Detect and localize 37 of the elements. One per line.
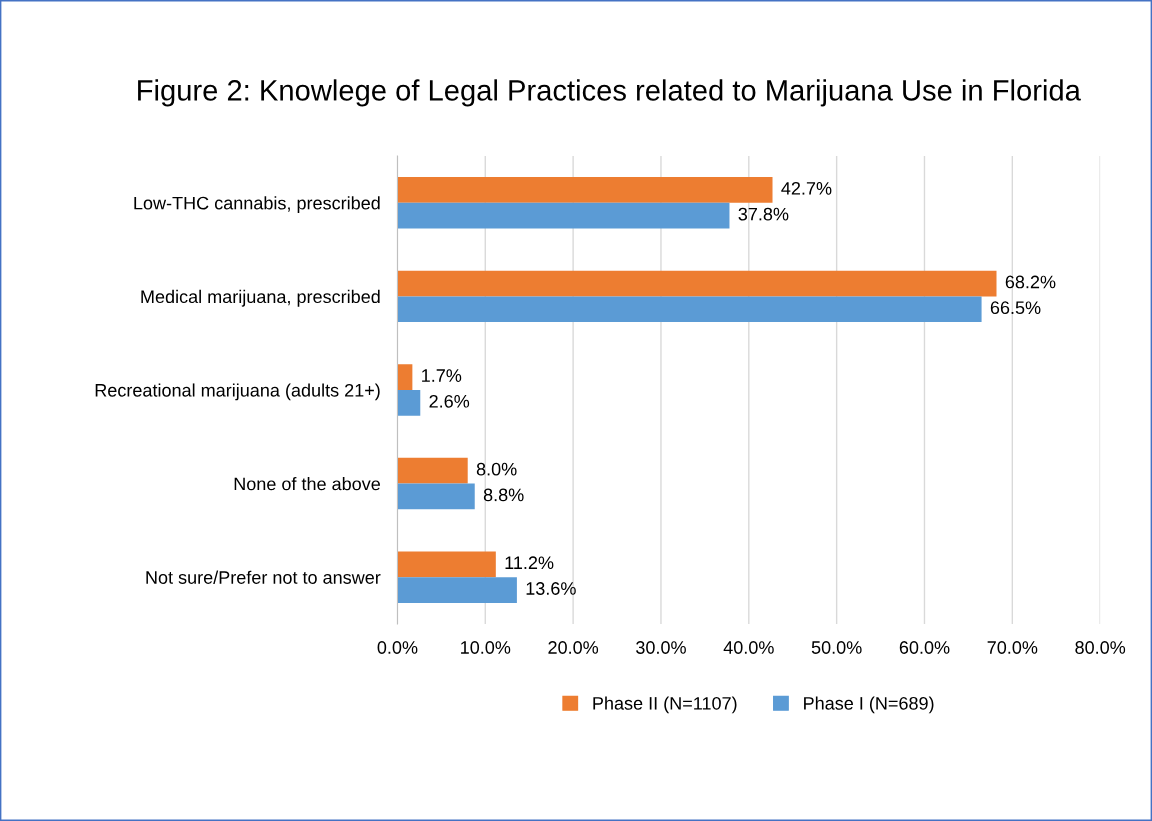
- bar: [397, 551, 496, 578]
- data-label: 13.6%: [526, 582, 576, 595]
- x-tick-label: 60.0%: [899, 641, 950, 654]
- bar: [397, 483, 475, 510]
- data-label: 8.0%: [476, 462, 517, 476]
- bar: [397, 457, 468, 484]
- data-label: 66.5%: [990, 301, 1041, 315]
- data-label: 11.2%: [505, 556, 554, 570]
- bar: [397, 364, 413, 390]
- x-tick-label: 50.0%: [811, 641, 862, 654]
- data-label: 2.6%: [429, 394, 470, 408]
- data-label: 68.2%: [1005, 275, 1056, 289]
- data-label: 42.7%: [781, 181, 832, 195]
- data-label: 37.8%: [738, 207, 789, 221]
- x-tick-label: 10.0%: [461, 641, 511, 654]
- legend-label: Phase I (N=689): [804, 696, 934, 714]
- y-tick-label: Medical marijuana, prescribed: [141, 289, 380, 307]
- bar: [397, 177, 773, 203]
- x-tick-label: 70.0%: [987, 641, 1038, 654]
- data-label: 8.8%: [483, 488, 524, 502]
- x-tick-label: 80.0%: [1075, 641, 1126, 654]
- bar: [397, 577, 517, 603]
- y-tick-label: Not sure/Prefer not to answer: [146, 570, 381, 584]
- y-tick-label: Recreational marijuana (adults 21+): [95, 383, 380, 401]
- legend-label: Phase II (N=1107): [593, 696, 737, 714]
- chart-title: Figure 2: Knowlege of Legal Practices related to Marijuana Use in Florida: [138, 79, 1081, 107]
- data-label: 1.7%: [422, 369, 462, 382]
- bar: [397, 296, 982, 323]
- bar: [397, 389, 421, 416]
- x-tick-label: 0.0%: [377, 641, 418, 654]
- bar: [397, 270, 997, 297]
- x-tick-label: 30.0%: [636, 641, 686, 654]
- x-tick-label: 40.0%: [723, 641, 774, 654]
- y-tick-label: Low-THC cannabis, prescribed: [134, 196, 380, 214]
- bar: [397, 202, 730, 229]
- x-tick-label: 20.0%: [548, 641, 599, 654]
- y-tick-label: None of the above: [234, 477, 380, 491]
